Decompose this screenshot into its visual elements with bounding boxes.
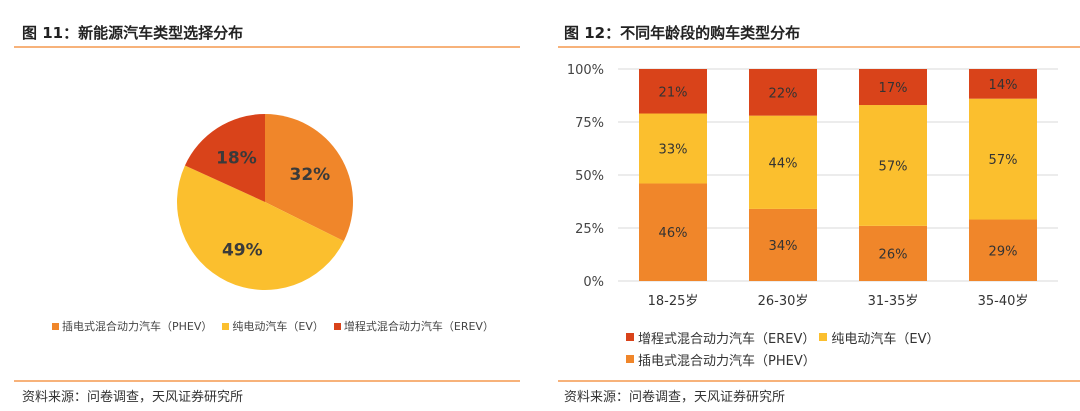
source-divider: [558, 380, 1080, 382]
x-tick-label: 26-30岁: [758, 294, 809, 309]
legend-swatch: [52, 322, 59, 330]
bar-segment: [969, 69, 1037, 99]
legend-label: 纯电动汽车（EV）: [232, 320, 324, 333]
pie-slice: [265, 114, 353, 242]
pie-legend-item-phev: 插电式混合动力汽车（PHEV）: [52, 318, 212, 334]
x-tick-label: 31-35岁: [868, 294, 919, 309]
pie-slice-label: 32%: [290, 165, 331, 185]
pie-slice: [176, 165, 344, 291]
title-divider: [14, 46, 520, 48]
legend-label: 增程式混合动力汽车（EREV）: [343, 320, 494, 333]
bar-value-label: 34%: [769, 239, 798, 254]
title-divider: [558, 46, 1080, 48]
bar-segment: [639, 69, 707, 114]
bar-segment: [749, 115, 817, 209]
y-tick-label: 100%: [567, 63, 604, 78]
legend-swatch: [626, 333, 634, 341]
bar-chart-panel: 图 12：不同年龄段的购车类型分布 0% 25% 50% 75% 100% 46% 33% 2…: [558, 0, 1080, 411]
bar-value-label: 21%: [659, 85, 688, 100]
legend-swatch: [333, 322, 341, 330]
stacked-bar-chart: 0% 25% 50% 75% 100% 46% 33% 21% 18-25岁 34% 44% 22% 2…: [567, 63, 1058, 309]
y-tick-label: 25%: [575, 222, 604, 237]
bar-chart-title: 图 12：不同年龄段的购车类型分布: [564, 24, 801, 42]
bar-value-label: 17%: [879, 81, 908, 96]
bar-segment: [639, 113, 707, 184]
bar-segment: [859, 69, 927, 106]
pie-chart: 32% 49% 18%: [176, 114, 353, 291]
bar-legend-row: 插电式混合动力汽车（PHEV）: [626, 348, 939, 370]
x-tick-label: 35-40岁: [978, 294, 1029, 309]
pie-legend: 插电式混合动力汽车（PHEV） 纯电动汽车（EV） 增程式混合动力汽车（EREV…: [52, 318, 494, 334]
pie-chart-title: 图 11：新能源汽车类型选择分布: [22, 24, 244, 42]
bar-value-label: 26%: [879, 247, 908, 262]
y-tick-label: 50%: [575, 169, 604, 184]
bar-legend-row: 增程式混合动力汽车（EREV） 纯电动汽车（EV）: [626, 326, 939, 348]
bar-segment: [859, 225, 927, 281]
source-note: 资料来源：问卷调查，天风证券研究所: [564, 390, 786, 405]
pie-legend-item-erev: 增程式混合动力汽车（EREV）: [333, 318, 494, 334]
bar-segment: [639, 183, 707, 281]
legend-label: 增程式混合动力汽车（EREV）: [638, 331, 816, 347]
source-note: 资料来源：问卷调查，天风证券研究所: [22, 390, 244, 405]
y-tick-label: 0%: [583, 275, 604, 290]
bar-value-label: 46%: [659, 226, 688, 241]
bar-value-label: 33%: [659, 143, 688, 158]
bar-segment: [969, 219, 1037, 281]
legend-label: 插电式混合动力汽车（PHEV）: [62, 320, 213, 333]
pie-legend-item-ev: 纯电动汽车（EV）: [222, 318, 324, 334]
bar-segment: [749, 208, 817, 281]
legend-swatch: [819, 333, 828, 341]
legend-label: 插电式混合动力汽车（PHEV）: [638, 353, 816, 369]
bar-value-label: 22%: [769, 86, 798, 101]
legend-label: 纯电动汽车（EV）: [831, 331, 940, 347]
bar-value-label: 29%: [989, 244, 1018, 259]
y-tick-label: 75%: [575, 116, 604, 131]
bar-value-label: 14%: [989, 78, 1018, 93]
x-tick-label: 18-25岁: [648, 294, 699, 309]
pie-slice: [184, 114, 265, 202]
bar-segment: [749, 69, 817, 116]
bar-value-label: 57%: [989, 153, 1018, 168]
pie-slice-label: 49%: [222, 241, 263, 261]
bar-value-label: 44%: [769, 156, 798, 171]
legend-swatch: [626, 355, 634, 363]
pie-chart-panel: 图 11：新能源汽车类型选择分布 32% 49% 18% 插电式混合动力汽车（PHE…: [0, 0, 520, 411]
bar-value-label: 57%: [879, 159, 908, 174]
legend-swatch: [222, 322, 230, 330]
bar-legend: 增程式混合动力汽车（EREV） 纯电动汽车（EV） 插电式混合动力汽车（PHEV…: [626, 326, 939, 370]
pie-slice-label: 18%: [216, 149, 257, 169]
bar-segment: [969, 98, 1037, 220]
bar-segment: [859, 105, 927, 226]
source-divider: [14, 380, 520, 382]
